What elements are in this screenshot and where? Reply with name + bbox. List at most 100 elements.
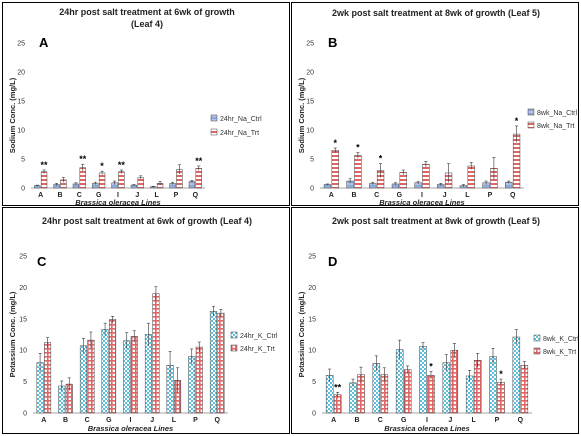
panel-label: B [328,35,337,50]
x-tick-label: G [401,417,407,424]
bar [419,346,427,414]
panel-label: C [37,254,47,269]
bar [354,155,362,189]
y-axis-label: Potassium Conc. (mg/L) [8,291,17,377]
bar [79,345,87,414]
panel-label: D [328,254,337,269]
x-tick-label: G [106,417,112,424]
bar [512,336,521,414]
significance-marker: * [429,362,433,372]
x-tick-label: I [426,417,428,424]
significance-marker: * [100,161,104,171]
y-tick-label: 25 [17,41,25,48]
bar [349,382,357,414]
bar [152,293,160,414]
y-tick-label: 20 [308,285,316,292]
x-tick-label: A [331,417,336,424]
significance-marker: * [333,138,337,148]
chart-title: 2wk post salt treatment at 8wk of growth… [332,216,540,226]
x-tick-label: L [172,417,177,424]
y-tick-label: 25 [306,41,314,48]
x-tick-label: L [472,417,477,424]
chart-title: 24hr post salt treatment at 6wk of growt… [59,7,235,17]
chart-svg: 24hr post salt treatment at 6wk of growt… [8,7,262,205]
x-tick-label: B [354,417,359,424]
chart-title: 24hr post salt treatment at 6wk of growt… [42,216,252,226]
legend-swatch [230,344,238,352]
y-tick-label: 15 [308,316,316,323]
x-axis-label: Brassica oleracea Lines [384,424,469,433]
bar [403,369,412,414]
bar [130,336,138,414]
significance-marker: ** [195,156,203,166]
y-tick-label: 25 [19,254,27,261]
legend-swatch [527,121,535,129]
bar [144,334,152,414]
x-tick-label: P [495,417,500,424]
significance-marker: * [515,116,519,126]
bar [450,349,459,414]
y-tick-label: 10 [308,348,316,355]
legend-label: 24hr_Na_Ctrl [220,116,262,123]
legend-label: 8wk_K_Trt [543,349,576,356]
y-tick-label: 25 [308,254,316,261]
x-tick-label: I [117,192,119,199]
x-tick-label: A [41,417,46,424]
chart-title: (Leaf 4) [131,19,163,29]
y-tick-label: 20 [17,70,25,77]
legend-label: 24hr_K_Trt [240,346,275,353]
chart-panel-d: 2wk post salt treatment at 8wk of growth… [291,207,579,434]
y-tick-label: 10 [17,128,25,135]
y-axis-label: Sodium Conc. (mg/L) [8,77,17,153]
bar [473,359,482,414]
y-tick-label: 5 [312,379,316,386]
significance-marker: ** [334,382,342,392]
bar [87,339,95,414]
legend-label: 8wk_K_Ctrl [543,336,578,343]
y-tick-label: 20 [306,70,314,77]
legend-label: 24hr_K_Ctrl [240,333,278,340]
legend-swatch [527,108,535,116]
significance-marker: ** [41,160,49,170]
x-tick-label: P [193,417,198,424]
bar [40,171,48,189]
x-tick-label: C [85,417,90,424]
chart-title: 2wk post salt treatment at 8wk of growth… [332,8,540,18]
legend-swatch [533,347,541,355]
bar [497,381,505,414]
bar [427,375,435,414]
x-tick-label: J [448,417,452,424]
legend-swatch [210,114,218,122]
bar [98,172,106,189]
legend-label: 8wk_Na_Trt [537,123,575,130]
x-tick-label: L [155,192,160,199]
y-axis-label: Potassium Conc. (mg/L) [297,291,306,377]
bar [101,329,109,414]
bar [123,340,131,414]
x-axis-label: Brassica oleracea Lines [379,198,464,205]
significance-marker: ** [118,160,126,170]
x-tick-label: Q [518,417,524,424]
chart-svg: 24hr post salt treatment at 6wk of growt… [8,216,278,433]
y-tick-label: 0 [23,411,27,418]
x-tick-label: I [421,192,423,199]
bar [422,163,430,189]
y-tick-label: 20 [19,285,27,292]
y-tick-label: 0 [310,186,314,193]
y-tick-label: 10 [306,128,314,135]
y-tick-label: 5 [21,157,25,164]
bar [395,349,404,414]
y-tick-label: 15 [19,316,27,323]
x-tick-label: I [130,417,132,424]
significance-marker: * [356,143,360,153]
legend-swatch [210,128,218,136]
x-tick-label: B [351,192,356,199]
legend-swatch [230,331,238,339]
x-tick-label: B [63,417,68,424]
x-tick-label: P [488,192,493,199]
bar [44,342,52,414]
x-tick-label: J [135,192,139,199]
y-tick-label: 5 [310,157,314,164]
chart-panel-c: 24hr post salt treatment at 6wk of growt… [2,207,290,434]
x-tick-label: G [96,192,102,199]
